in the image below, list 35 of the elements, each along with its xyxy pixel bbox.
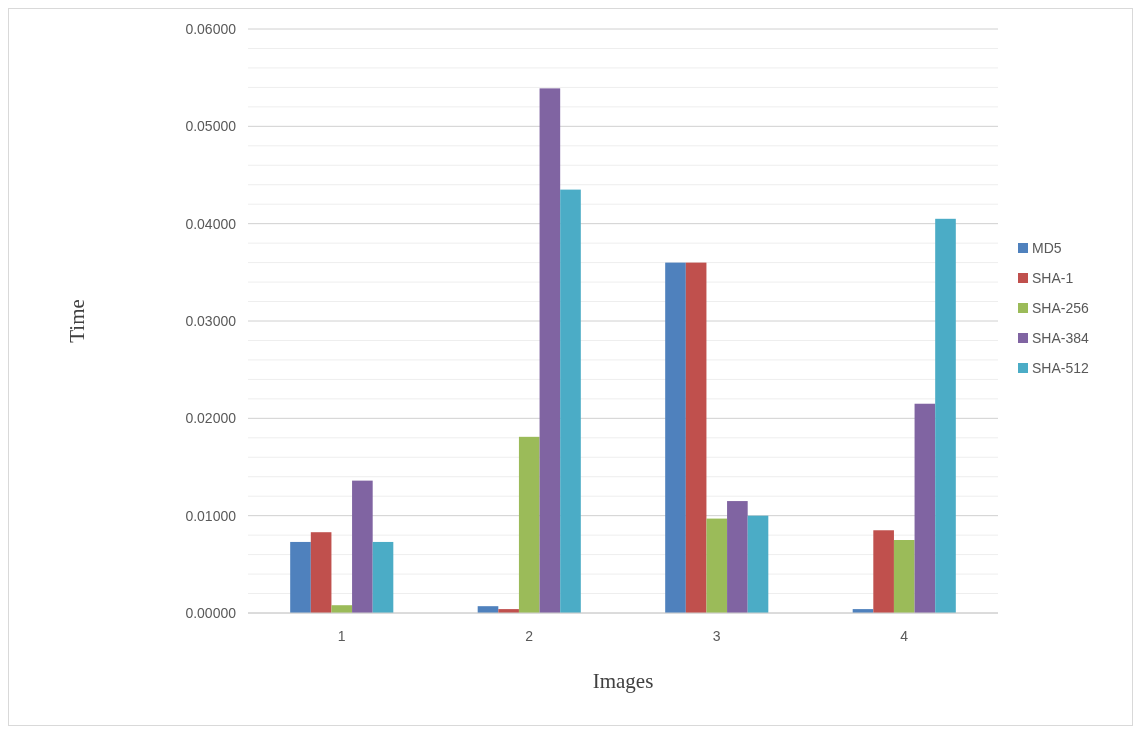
bar <box>893 540 915 613</box>
bar <box>665 262 686 613</box>
y-tick-label: 0.00000 <box>185 604 237 621</box>
x-axis-title: Images <box>592 669 654 693</box>
bar <box>685 262 707 613</box>
bar <box>290 541 311 613</box>
legend-label: MD5 <box>1032 239 1062 256</box>
legend-label: SHA-1 <box>1032 269 1074 286</box>
bar <box>331 605 353 613</box>
bar <box>539 88 561 613</box>
bar <box>914 403 936 613</box>
y-tick-label: 0.05000 <box>185 118 237 135</box>
y-axis-title: Time <box>65 299 89 343</box>
y-tick-label: 0.02000 <box>185 410 237 427</box>
bar <box>727 501 748 613</box>
bar <box>560 189 581 613</box>
bar <box>372 541 394 613</box>
bar <box>352 480 373 613</box>
bar <box>706 518 728 613</box>
y-tick-label: 0.06000 <box>185 20 237 37</box>
bar <box>935 218 956 613</box>
x-tick-label: 4 <box>900 628 909 644</box>
x-tick-label: 2 <box>525 628 534 644</box>
bar <box>747 515 769 613</box>
bar <box>310 532 332 613</box>
x-tick-label: 1 <box>337 628 346 644</box>
legend-label: SHA-256 <box>1032 299 1090 316</box>
x-tick-label: 3 <box>712 628 721 644</box>
legend-label: SHA-384 <box>1032 329 1090 346</box>
y-tick-label: 0.03000 <box>185 312 237 329</box>
legend-label: SHA-512 <box>1032 359 1090 376</box>
y-tick-label: 0.01000 <box>185 507 237 524</box>
bar <box>518 436 540 613</box>
bar <box>873 530 894 613</box>
y-tick-label: 0.04000 <box>185 215 237 232</box>
